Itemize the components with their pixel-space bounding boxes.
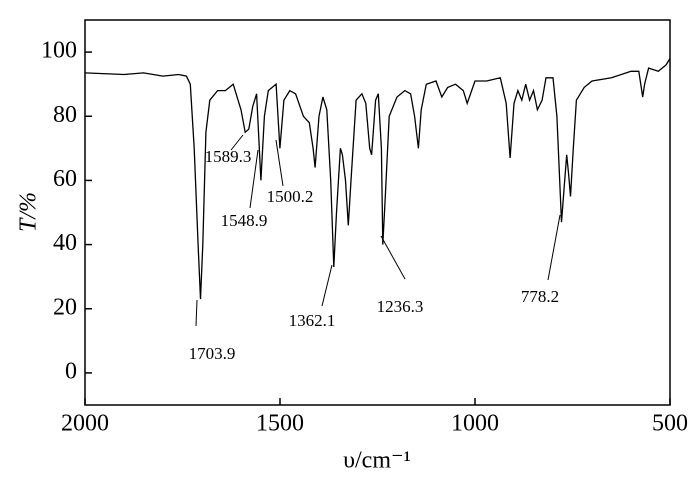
annotation-leader (249, 149, 259, 209)
annotation: 1236.3 (377, 297, 424, 316)
annotation-leader (195, 299, 198, 327)
annotation-leader (321, 264, 333, 307)
x-tick-label: 500 (652, 411, 688, 437)
annotation: 1500.2 (267, 187, 314, 206)
annotation-leader (275, 139, 284, 187)
y-tick-label: 80 (53, 102, 77, 128)
annotation-leader (230, 134, 244, 151)
annotation: 1362.1 (289, 311, 336, 330)
x-tick-label: 1000 (451, 411, 499, 437)
y-tick-label: 0 (65, 358, 77, 384)
y-tick-label: 40 (53, 230, 77, 256)
annotation: 1589.3 (205, 147, 252, 166)
x-tick-label: 1500 (256, 411, 304, 437)
annotation-leader (547, 214, 561, 281)
spectrum-line (84, 58, 671, 300)
annotation: 778.2 (521, 287, 559, 306)
x-axis-label: υ/cm⁻¹ (343, 448, 411, 474)
annotation: 1703.9 (189, 344, 236, 363)
x-tick-label: 2000 (61, 411, 109, 437)
plot-frame (84, 19, 671, 406)
y-tick-label: 60 (53, 166, 77, 192)
y-axis-label: T/% (16, 192, 42, 232)
annotation-leader (380, 235, 406, 280)
y-tick-label: 20 (53, 294, 77, 320)
y-tick-label: 100 (41, 38, 77, 64)
annotation: 1548.9 (221, 211, 268, 230)
